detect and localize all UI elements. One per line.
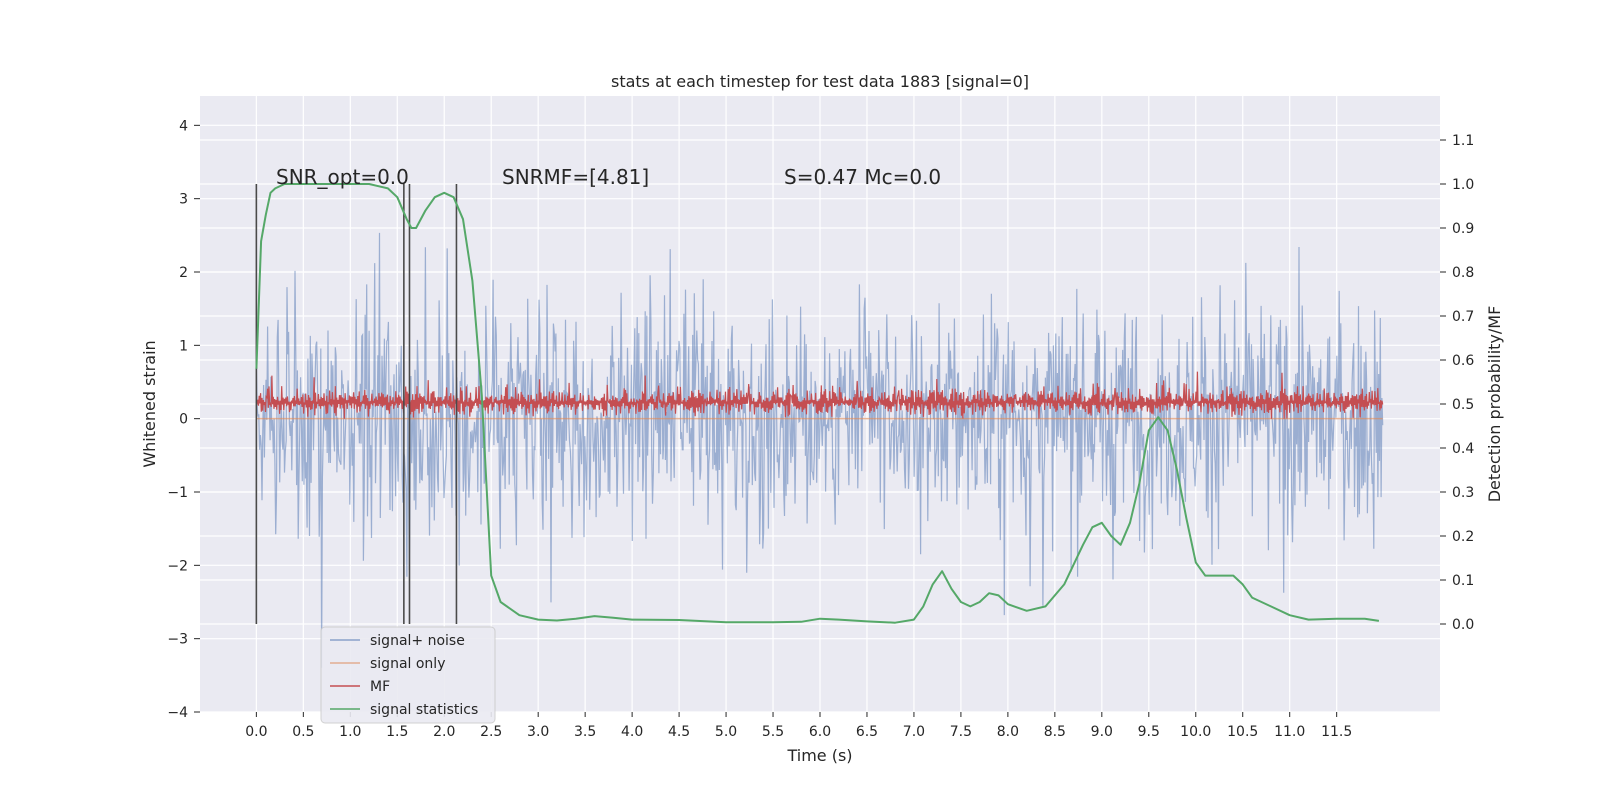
x-tick-label: 10.0 [1180,724,1211,740]
y2-axis-ticks: 1.1 1.0 0.9 0.8 0.7 0.6 0.5 0.4 0.3 0.2 0.1 0.0 [1440,133,1474,633]
legend-label-signal-only: signal only [370,656,445,672]
y2-axis-label: Detection probability/MF [1485,306,1504,503]
y-tick-label: −3 [167,632,188,648]
y-tick-label: 0 [179,412,188,428]
x-tick-label: 1.5 [386,724,408,740]
y2-tick-label: 0.9 [1452,221,1474,237]
y2-tick-label: 0.4 [1452,441,1474,457]
y-tick-label: 2 [179,265,188,281]
x-tick-label: 4.5 [668,724,690,740]
series-line-signal-statistics [255,183,1380,624]
vertical-markers [255,184,458,624]
series-signal-statistics [255,183,1380,624]
x-tick-label: 9.0 [1091,724,1113,740]
y2-tick-label: 1.1 [1452,133,1474,149]
series-signal-noise [255,232,1384,668]
x-tick-label: 0.5 [292,724,314,740]
x-tick-label: 7.0 [903,724,925,740]
x-tick-label: 2.5 [480,724,502,740]
y2-tick-label: 0.7 [1452,309,1474,325]
legend: signal+ noise signal only MF signal stat… [320,626,496,724]
series-line-signal-noise [255,232,1384,668]
y2-tick-label: 0.0 [1452,617,1474,633]
legend-label-signal-noise: signal+ noise [370,633,465,649]
y2-tick-label: 1.0 [1452,177,1474,193]
y-tick-label: 4 [179,118,188,134]
x-tick-label: 8.5 [1044,724,1066,740]
x-axis-label: Time (s) [786,746,852,765]
y-axis-ticks: 4 3 2 1 0 −1 −2 −3 −4 [167,118,200,721]
x-tick-label: 4.0 [621,724,643,740]
legend-label-signal-statistics: signal statistics [370,702,478,718]
x-tick-label: 6.0 [809,724,831,740]
x-tick-label: 2.0 [433,724,455,740]
legend-label-mf: MF [370,679,390,695]
y-tick-label: 1 [179,338,188,354]
x-axis-ticks: 0.0 0.5 1.0 1.5 2.0 2.5 3.0 3.5 4.0 4.5 5.0 5.5 6.0 6… [245,712,1352,740]
y-tick-label: −4 [167,705,188,721]
chart-title: stats at each timestep for test data 188… [611,72,1029,91]
legend-box [320,626,496,724]
x-tick-label: 7.5 [950,724,972,740]
x-tick-label: 3.5 [574,724,596,740]
x-tick-label: 6.5 [856,724,878,740]
annotation-snr-opt: SNR_opt=0.0 [276,165,409,189]
y2-tick-label: 0.8 [1452,265,1474,281]
x-tick-label: 11.0 [1274,724,1305,740]
y2-tick-label: 0.2 [1452,529,1474,545]
x-tick-label: 0.0 [245,724,267,740]
x-tick-label: 8.0 [997,724,1019,740]
y-tick-label: −2 [167,558,188,574]
x-tick-label: 3.0 [527,724,549,740]
x-tick-label: 1.0 [339,724,361,740]
y2-tick-label: 0.3 [1452,485,1474,501]
y2-tick-label: 0.1 [1452,573,1474,589]
series-line-mf [255,371,1384,419]
x-tick-label: 5.5 [762,724,784,740]
y-tick-label: −1 [167,485,188,501]
annotation-s-mc: S=0.47 Mc=0.0 [784,165,941,189]
x-tick-label: 11.5 [1321,724,1352,740]
y-axis-label: Whitened strain [140,340,159,467]
x-tick-label: 9.5 [1138,724,1160,740]
x-tick-label: 10.5 [1227,724,1258,740]
x-tick-label: 5.0 [715,724,737,740]
annotation-snr-mf: SNRMF=[4.81] [502,165,649,189]
y2-tick-label: 0.6 [1452,353,1474,369]
series-mf [255,371,1384,419]
y-tick-label: 3 [179,192,188,208]
y2-tick-label: 0.5 [1452,397,1474,413]
